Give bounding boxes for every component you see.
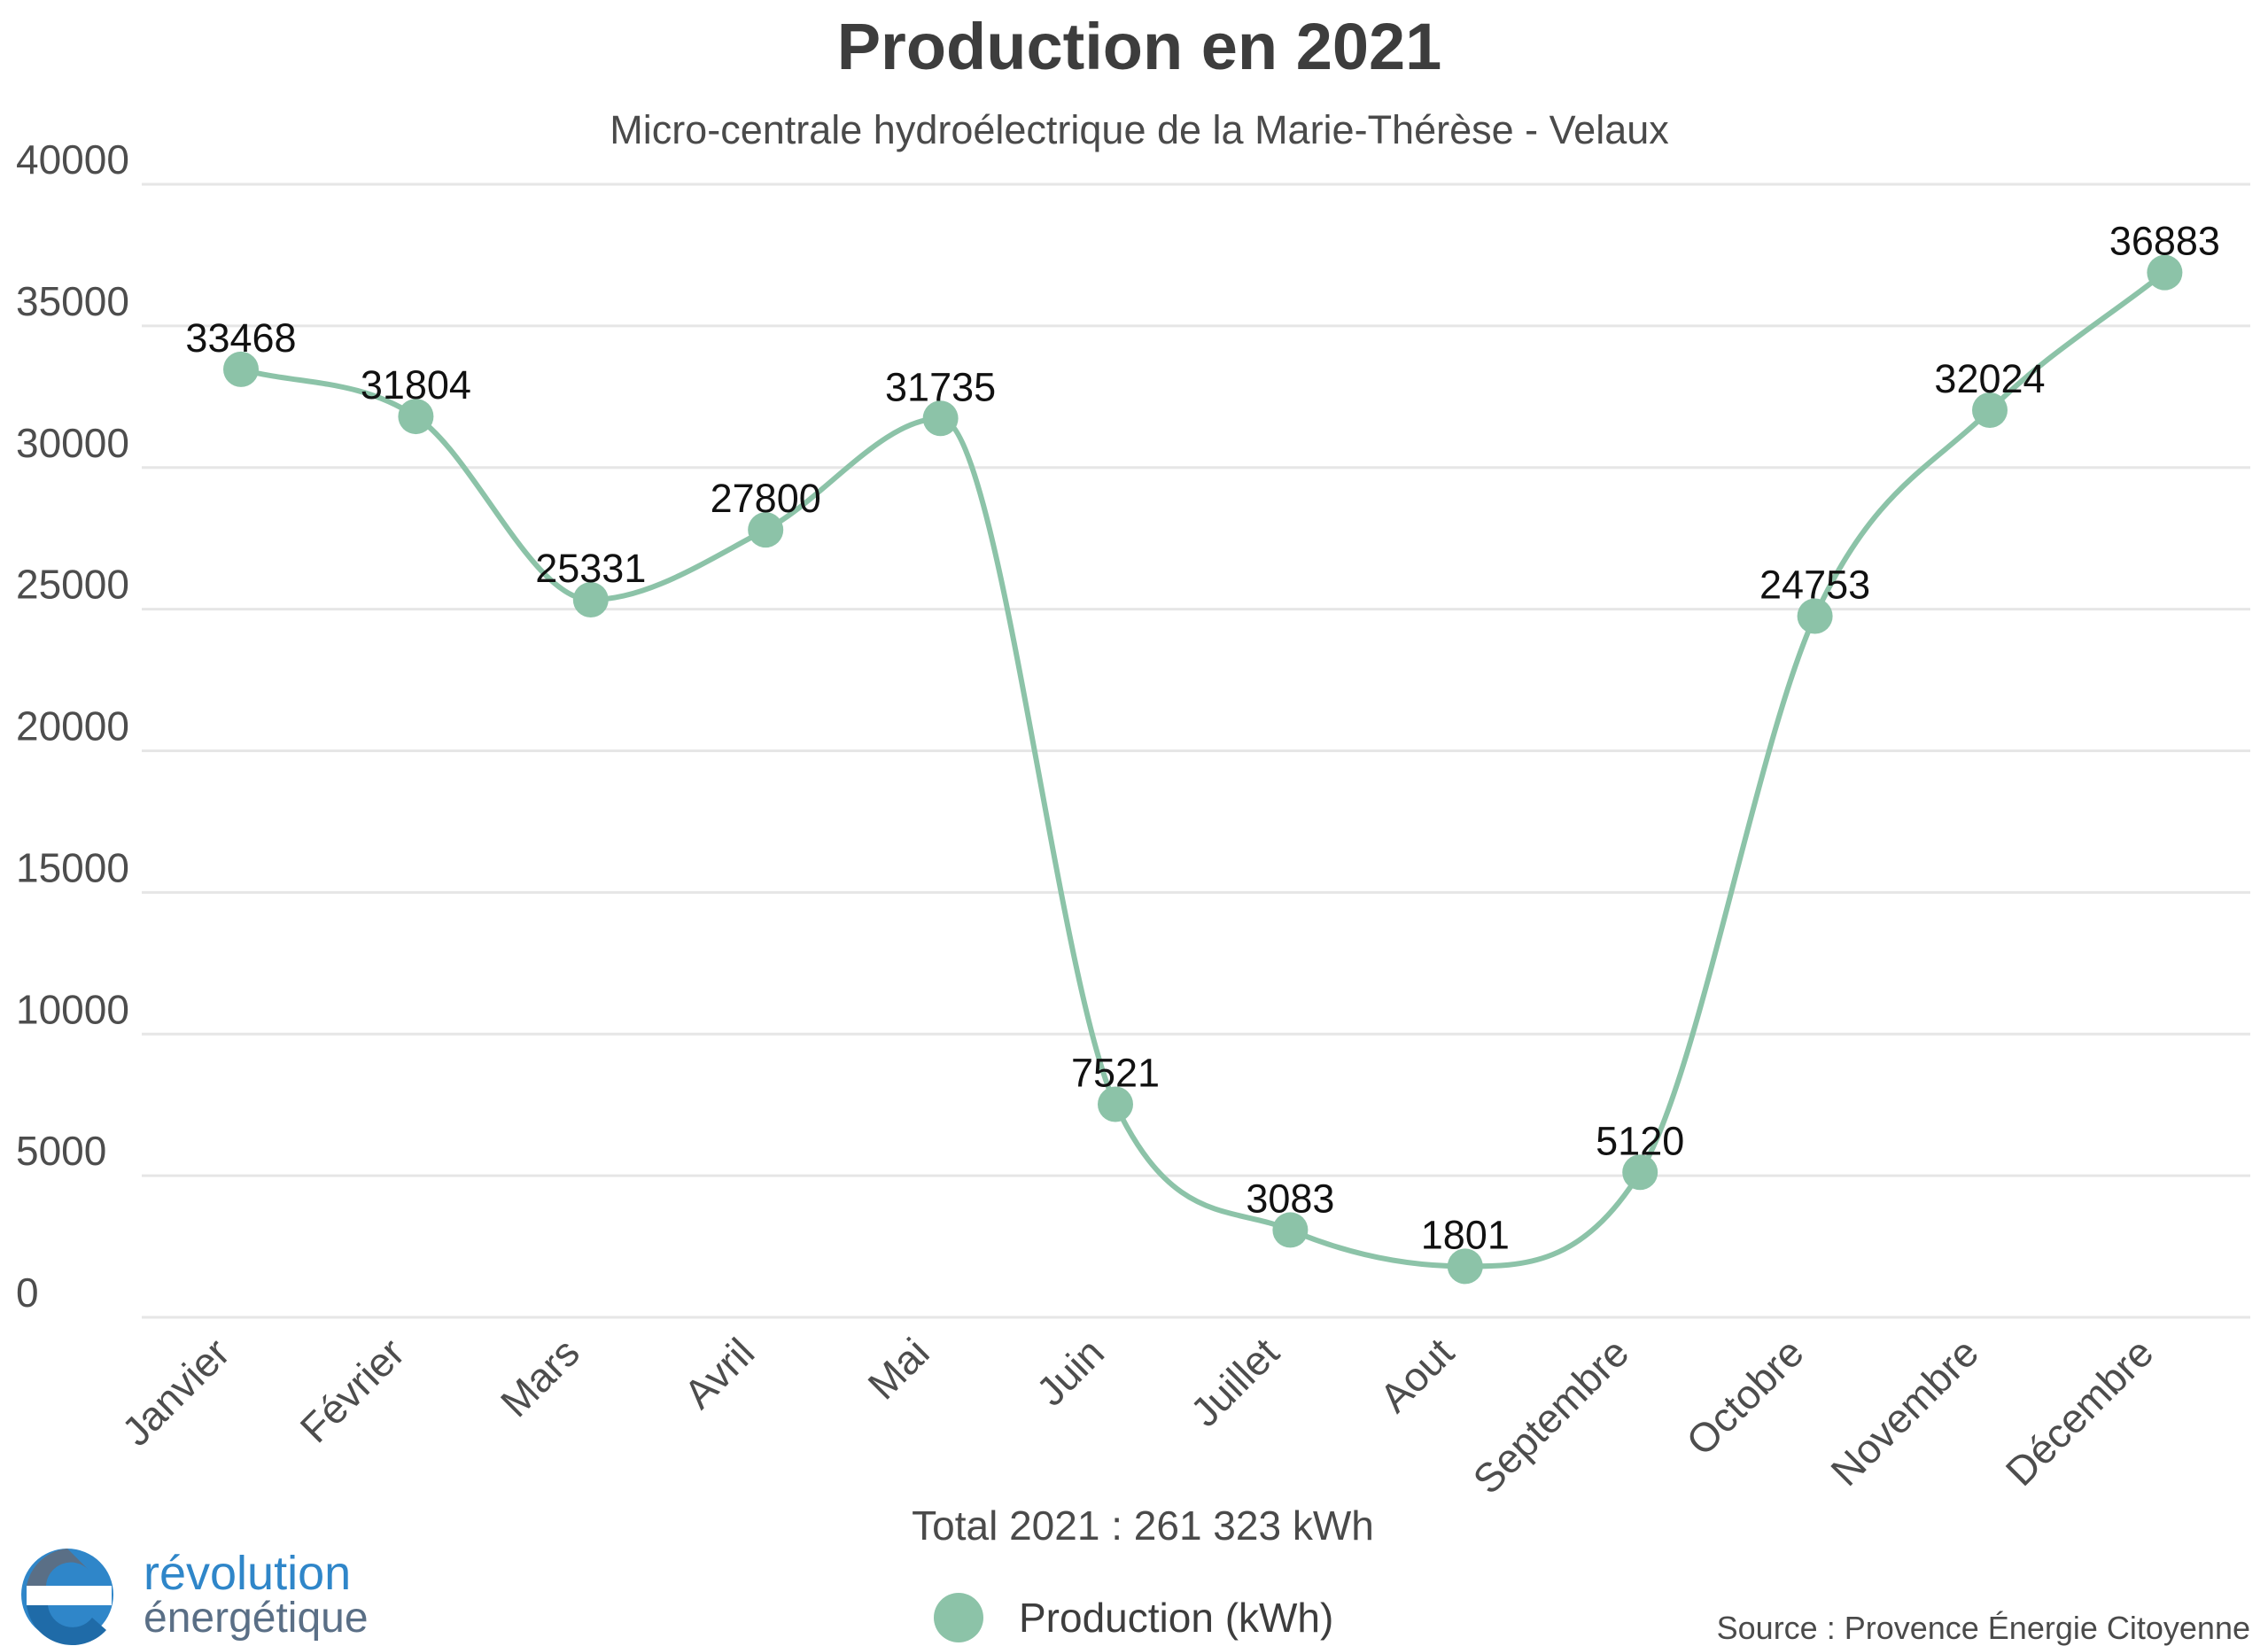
series-line bbox=[240, 270, 2167, 1269]
logo-text-line1: révolution bbox=[144, 1547, 351, 1600]
data-point bbox=[1972, 392, 2008, 429]
chart-subtitle: Micro-centrale hydroélectrique de la Mar… bbox=[610, 107, 1669, 152]
x-tick-label: Avril bbox=[675, 1329, 763, 1417]
data-label: 33468 bbox=[185, 315, 296, 361]
data-label: 7521 bbox=[1071, 1051, 1160, 1096]
data-point bbox=[748, 512, 784, 548]
data-label: 32024 bbox=[1934, 356, 2045, 401]
chart-title: Production en 2021 bbox=[837, 10, 1442, 83]
x-tick-label: Mars bbox=[492, 1329, 588, 1425]
data-point bbox=[1272, 1212, 1309, 1248]
data-point bbox=[1797, 598, 1833, 634]
data-point bbox=[1098, 1086, 1133, 1122]
data-point bbox=[572, 582, 609, 618]
data-label: 27800 bbox=[711, 476, 821, 521]
x-tick-label: Aout bbox=[1371, 1329, 1463, 1421]
x-tick-label: Septembre bbox=[1464, 1329, 1637, 1502]
data-label: 1801 bbox=[1421, 1212, 1510, 1257]
data-label: 36883 bbox=[2109, 219, 2220, 264]
logo-mark-icon bbox=[21, 1549, 113, 1646]
legend: Production (kWh) bbox=[934, 1593, 1333, 1642]
total-label: Total 2021 : 261 323 kWh bbox=[912, 1502, 1374, 1549]
legend-label: Production (kWh) bbox=[1019, 1595, 1333, 1641]
y-tick-label: 20000 bbox=[16, 703, 129, 749]
y-tick-label: 0 bbox=[16, 1269, 39, 1316]
data-point bbox=[223, 351, 259, 387]
data-label: 31735 bbox=[885, 364, 996, 409]
x-tick-label: Janvier bbox=[113, 1329, 238, 1455]
logo: révolution énergétique bbox=[21, 1547, 369, 1646]
data-point bbox=[922, 400, 959, 437]
y-tick-label: 15000 bbox=[16, 844, 129, 890]
data-label: 31804 bbox=[361, 362, 471, 408]
y-tick-label: 25000 bbox=[16, 562, 129, 608]
source-label: Source : Provence Énergie Citoyenne bbox=[1717, 1610, 2250, 1646]
data-point bbox=[1622, 1154, 1658, 1191]
x-tick-label: Mai bbox=[858, 1329, 937, 1408]
grid-lines bbox=[142, 182, 2250, 1319]
x-tick-label: Octobre bbox=[1677, 1329, 1812, 1464]
y-tick-label: 40000 bbox=[16, 136, 129, 182]
data-point bbox=[2147, 254, 2183, 291]
data-label: 25331 bbox=[535, 546, 646, 591]
y-tick-label: 30000 bbox=[16, 420, 129, 466]
y-tick-label: 5000 bbox=[16, 1128, 106, 1174]
legend-swatch bbox=[934, 1593, 983, 1642]
data-point bbox=[398, 399, 434, 435]
y-tick-label: 10000 bbox=[16, 986, 129, 1032]
x-tick-label: Juin bbox=[1028, 1329, 1113, 1414]
data-label: 5120 bbox=[1596, 1118, 1684, 1163]
y-tick-label: 35000 bbox=[16, 278, 129, 324]
data-points bbox=[223, 254, 2183, 1285]
data-labels: 33468 31804 25331 27800 31735 7521 3083 1801 512… bbox=[185, 219, 2220, 1258]
y-axis-ticks: 0 5000 10000 15000 20000 25000 30000 35000 40000 bbox=[16, 136, 129, 1316]
data-label: 3083 bbox=[1246, 1176, 1334, 1221]
x-tick-label: Novembre bbox=[1821, 1329, 1987, 1495]
x-tick-label: Juillet bbox=[1182, 1329, 1288, 1435]
x-tick-label: Février bbox=[291, 1329, 413, 1451]
x-axis-ticks: Janvier Février Mars Avril Mai Juin Juillet Aou… bbox=[113, 1329, 2162, 1502]
data-point bbox=[1447, 1248, 1483, 1285]
data-label: 24753 bbox=[1759, 563, 1870, 608]
logo-text-line2: énergétique bbox=[144, 1595, 369, 1642]
x-tick-label: Décembre bbox=[1997, 1329, 2163, 1495]
